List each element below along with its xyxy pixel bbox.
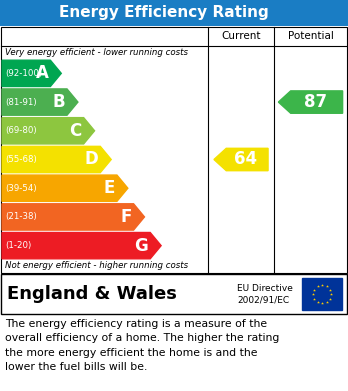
Text: Not energy efficient - higher running costs: Not energy efficient - higher running co… (5, 261, 188, 270)
Text: B: B (53, 93, 65, 111)
Text: Energy Efficiency Rating: Energy Efficiency Rating (59, 5, 268, 20)
Polygon shape (214, 148, 268, 171)
Text: C: C (69, 122, 82, 140)
Text: (55-68): (55-68) (5, 155, 37, 164)
Polygon shape (2, 89, 78, 115)
Text: Current: Current (221, 31, 261, 41)
Text: 2002/91/EC: 2002/91/EC (237, 295, 289, 304)
Text: The energy efficiency rating is a measure of the
overall efficiency of a home. T: The energy efficiency rating is a measur… (5, 319, 279, 372)
Text: A: A (35, 65, 48, 83)
Text: Very energy efficient - lower running costs: Very energy efficient - lower running co… (5, 48, 188, 57)
Bar (302, 278, 342, 310)
Text: (69-80): (69-80) (5, 126, 37, 135)
Polygon shape (2, 118, 95, 144)
Polygon shape (278, 91, 343, 113)
Bar (0, 0, 348, 26)
Polygon shape (2, 60, 61, 86)
Text: 64: 64 (234, 151, 257, 169)
Bar (0, 273, 348, 315)
Text: E: E (104, 179, 115, 197)
Text: EU Directive: EU Directive (237, 283, 293, 292)
Text: (39-54): (39-54) (5, 184, 37, 193)
Text: (21-38): (21-38) (5, 212, 37, 221)
Polygon shape (2, 175, 128, 201)
Text: (92-100): (92-100) (5, 69, 42, 78)
Text: F: F (120, 208, 132, 226)
Text: G: G (134, 237, 148, 255)
Bar (1, 27, 347, 273)
Text: (81-91): (81-91) (5, 98, 37, 107)
Text: Potential: Potential (287, 31, 333, 41)
Polygon shape (2, 204, 144, 230)
Polygon shape (2, 146, 111, 173)
Text: England & Wales: England & Wales (7, 285, 177, 303)
Polygon shape (2, 233, 161, 259)
Text: 87: 87 (304, 93, 327, 111)
Text: (1-20): (1-20) (5, 241, 31, 250)
Text: D: D (85, 151, 98, 169)
Bar (0, 315, 348, 391)
